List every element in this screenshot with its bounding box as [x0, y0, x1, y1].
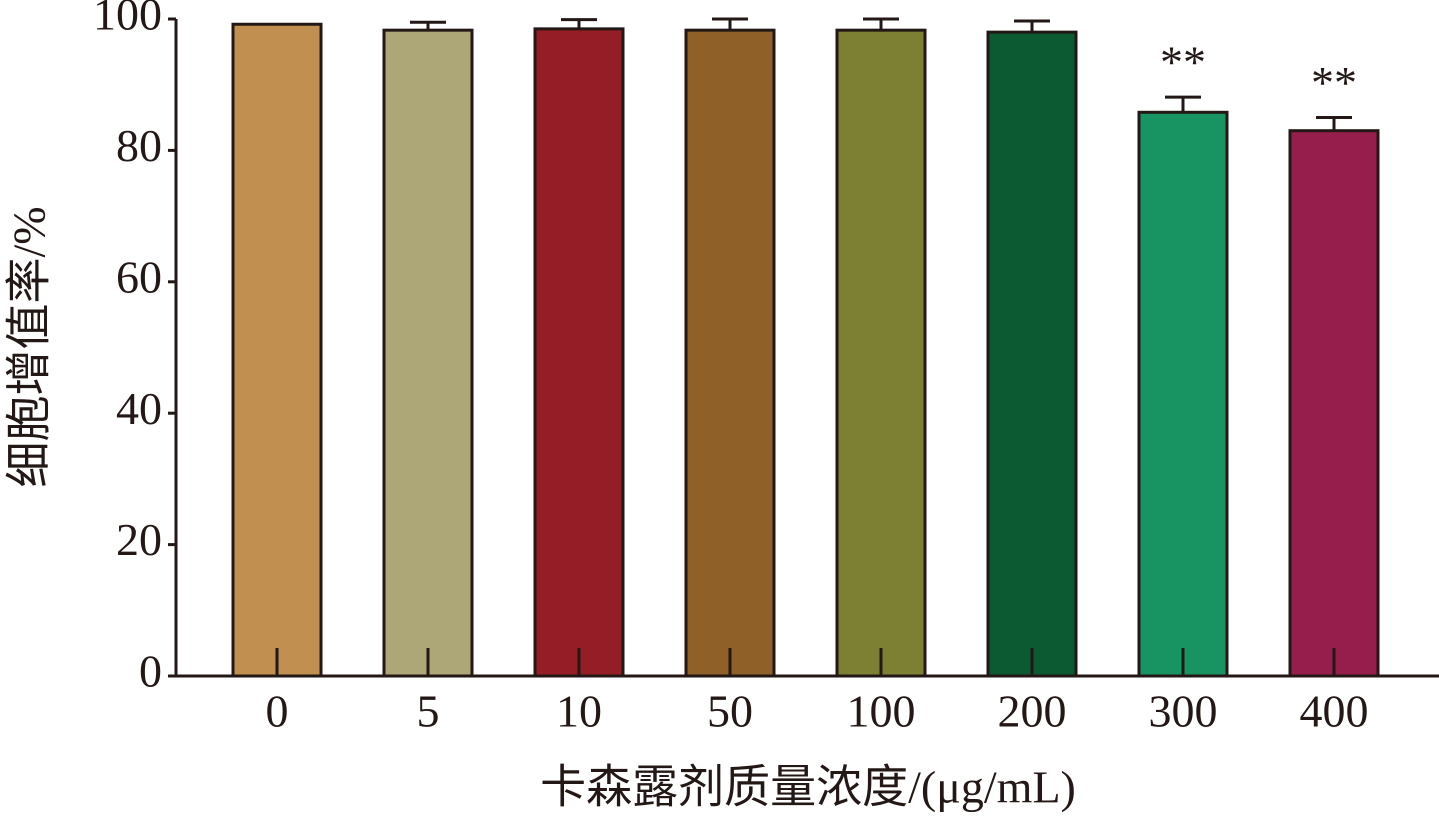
x-tick-label: 400	[1300, 686, 1369, 737]
x-tick-label: 100	[847, 686, 916, 737]
significance-label: **	[1311, 57, 1357, 108]
y-tick-label: 60	[116, 251, 162, 302]
bar	[1288, 129, 1380, 678]
x-tick-label: 0	[266, 686, 289, 737]
bar	[835, 28, 927, 678]
bar	[684, 28, 776, 678]
bar	[382, 28, 474, 678]
x-tick-label: 300	[1149, 686, 1218, 737]
y-tick-label: 100	[93, 0, 162, 40]
y-tick-label: 20	[116, 514, 162, 565]
x-tick-label: 10	[556, 686, 602, 737]
bar	[231, 22, 323, 678]
x-tick-label: 5	[417, 686, 440, 737]
y-tick-label: 80	[116, 120, 162, 171]
x-tick-label: 200	[998, 686, 1067, 737]
bar	[986, 30, 1078, 678]
y-tick-label: 40	[116, 383, 162, 434]
bar	[1137, 110, 1229, 678]
significance-label: **	[1160, 37, 1206, 88]
x-axis-label: 卡森露剂质量浓度/(μg/mL)	[540, 762, 1076, 813]
bar	[533, 27, 625, 678]
axes	[174, 19, 1439, 678]
x-tick-label: 50	[707, 686, 753, 737]
y-axis-label: 细胞增值率/%	[4, 206, 55, 487]
y-tick-label: 0	[139, 646, 162, 697]
